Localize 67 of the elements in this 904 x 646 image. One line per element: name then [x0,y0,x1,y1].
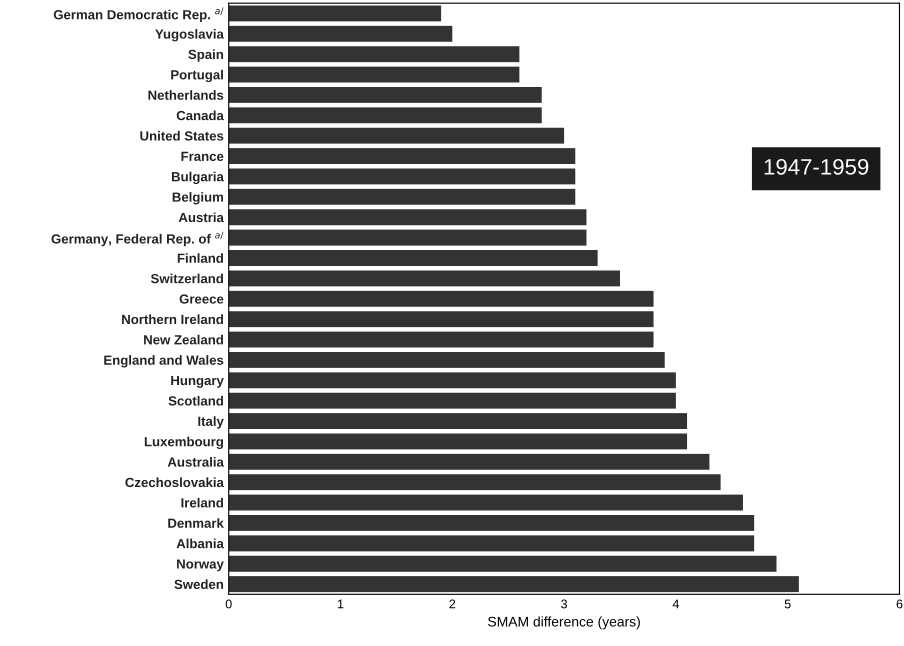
bar [228,454,710,470]
bar [228,270,620,286]
y-tick-label: Bulgaria [172,172,224,184]
y-tick-label: Finland [178,253,223,263]
x-tick-label: 2 [449,600,456,608]
bar [228,311,654,328]
bar [228,556,777,572]
y-tick-label: Denmark [168,518,224,528]
x-tick-label: 3 [561,600,568,608]
y-tick-label: Switzerland [150,274,223,284]
bar [228,535,754,552]
y-tick-label: Belgium [172,192,224,204]
bar [228,290,654,307]
y-tick-label: France [181,152,224,162]
bar [228,434,688,450]
bar [228,250,598,266]
bar [228,494,743,511]
bar [228,26,452,42]
x-axis-title: SMAM difference (years) [488,616,640,630]
y-tick-label: Austria [178,212,224,222]
bar [228,107,542,124]
x-tick-label: 1 [338,600,344,608]
y-tick-label: England and Wales [104,355,224,368]
y-tick-label: New Zealand [144,334,223,344]
y-tick-label: Germany, Federal Rep. of $^{a/}$ [52,232,224,246]
bar [228,87,542,103]
y-tick-label: Australia [168,457,224,467]
bar [228,168,576,184]
bar [228,413,688,430]
bar [228,332,654,348]
y-tick-label: United States [140,130,224,141]
bar [228,352,665,368]
y-tick-label: Northern Ireland [122,314,223,324]
bar [228,474,721,490]
bar [228,128,564,144]
y-tick-label: Yugoslavia [155,29,224,42]
bar [228,46,520,62]
y-tick-label: German Democratic Rep. $^{a/}$ [54,7,224,22]
bar [228,148,576,164]
y-tick-label: Italy [198,416,224,429]
y-tick-label: Hungary [171,376,224,388]
bar [228,66,520,83]
bar [228,188,576,205]
x-tick-label: 6 [896,600,902,608]
bar [228,372,676,388]
y-tick-label: Norway [177,559,224,572]
bar [228,576,799,592]
y-tick-label: Portugal [171,70,223,82]
bar [228,515,754,531]
y-tick-label: Czechoslovakia [125,477,224,488]
y-tick-label: Scotland [168,396,223,406]
bar [228,209,586,226]
y-tick-label: Spain [188,49,224,62]
bar [228,230,586,246]
y-tick-label: Albania [176,538,224,548]
annotation: 1947-1959 [764,158,868,175]
y-tick-label: Greece [180,294,224,304]
x-tick-label: 4 [672,600,679,608]
y-tick-label: Sweden [174,579,224,590]
bar [228,392,676,409]
bar [228,5,442,22]
y-tick-label: Luxembourg [144,436,223,450]
y-tick-label: Netherlands [148,90,224,100]
y-tick-label: Ireland [181,498,223,508]
x-tick-label: 5 [784,600,791,608]
y-tick-label: Canada [176,110,224,120]
x-tick-label: 0 [226,600,232,608]
